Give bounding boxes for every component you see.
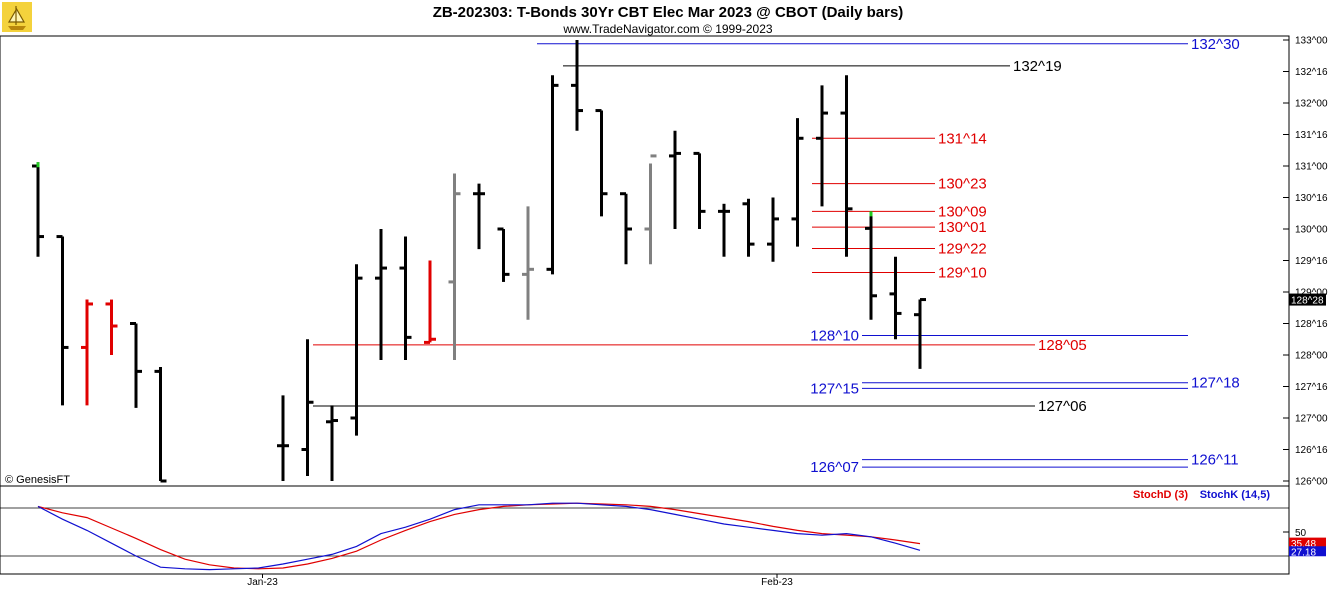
price-axis-label: 127^00: [1295, 414, 1328, 425]
ohlc-bar: [130, 322, 142, 408]
level-label: 128^05: [1038, 337, 1087, 354]
level-label: 129^10: [938, 264, 987, 281]
ohlc-bar: [154, 366, 167, 483]
ohlc-bar: [816, 85, 828, 207]
ohlc-bar: [448, 173, 461, 361]
ohlc-bar: [424, 260, 436, 344]
level-label: 130^23: [938, 176, 987, 193]
ohlc-bar: [791, 118, 804, 247]
last-price-text: 128^28: [1291, 296, 1324, 307]
level-label: 130^09: [938, 203, 987, 220]
price-axis-label: 132^16: [1295, 67, 1328, 78]
date-axis: Jan-23 Feb-23: [247, 574, 793, 588]
price-axis-label: 131^00: [1295, 162, 1328, 173]
ohlc-bar: [546, 75, 559, 275]
ohlc-bar: [81, 299, 93, 406]
stoch-d-value: 35.48: [1291, 539, 1316, 550]
level-label: 129^22: [938, 241, 987, 258]
logo-icon: [2, 2, 32, 32]
price-axis-label: 128^16: [1295, 319, 1328, 330]
stochastic-axis-panel: [1289, 486, 1336, 574]
price-axis-label: 127^16: [1295, 382, 1328, 393]
ohlc-bar: [865, 211, 877, 320]
level-label: 132^30: [1191, 36, 1240, 53]
ohlc-bar: [473, 183, 485, 250]
stoch-d-value-box: [1289, 537, 1326, 549]
ohlc-bar: [399, 236, 412, 361]
stoch-k-value: 27.18: [1291, 547, 1316, 558]
ohlc-bar: [522, 206, 534, 320]
chart-title: ZB-202303: T-Bonds 30Yr CBT Elec Mar 202…: [433, 4, 904, 21]
level-label: 131^14: [938, 130, 987, 147]
ohlc-bar: [375, 229, 387, 361]
date-axis-label: Feb-23: [761, 577, 793, 588]
level-label: 127^15: [810, 380, 859, 397]
ohlc-bar: [350, 264, 363, 436]
ohlc-bar: [889, 256, 902, 340]
stoch-k-value-box: [1289, 546, 1326, 557]
level-label: 132^19: [1013, 58, 1062, 75]
ohlc-bar: [620, 192, 632, 265]
price-axis-label: 128^00: [1295, 351, 1328, 362]
ohlc-bar: [301, 339, 314, 476]
ohlc-bar: [326, 405, 338, 481]
level-label: 127^18: [1191, 375, 1240, 392]
legend-stoch-k: StochK (14,5): [1200, 489, 1271, 501]
level-label: 126^11: [1191, 452, 1239, 469]
last-price-box: [1289, 293, 1326, 306]
ohlc-bar: [840, 75, 853, 257]
ohlc-bar: [914, 298, 926, 369]
ohlc-bar: [32, 162, 44, 257]
ohlc-bar: [718, 203, 730, 257]
price-axis: 133^00 132^16 132^00 131^16 131^00 130^16 130^…: [1283, 36, 1328, 488]
chart-subtitle: www.TradeNavigator.com © 1999-2023: [562, 22, 772, 36]
ohlc-bar: [595, 109, 608, 217]
bars-layer: [32, 40, 926, 483]
stochastic-plot-frame: [0, 485, 1290, 575]
level-label: 126^07: [810, 459, 859, 476]
date-axis-label: Jan-23: [247, 577, 278, 588]
ohlc-bar: [497, 227, 510, 282]
ohlc-bar: [669, 130, 681, 229]
price-axis-label: 130^16: [1295, 193, 1328, 204]
ohlc-bar: [742, 198, 755, 257]
ohlc-bar: [767, 197, 779, 262]
price-axis-label: 129^16: [1295, 256, 1328, 267]
level-label: 128^10: [810, 327, 859, 344]
ohlc-bar: [693, 151, 706, 229]
ohlc-bar: [56, 235, 69, 406]
ohlc-bar: [277, 395, 289, 481]
price-axis-label: 126^00: [1295, 477, 1328, 488]
price-axis-label: 133^00: [1295, 36, 1328, 47]
level-label: 130^01: [938, 219, 987, 236]
price-plot-frame: [0, 35, 1290, 487]
price-axis-label: 132^00: [1295, 99, 1328, 110]
last-price-tag: 128^28: [1289, 293, 1326, 307]
price-axis-label: 126^16: [1295, 445, 1328, 456]
price-axis-label: 129^00: [1295, 288, 1328, 299]
copyright-label: © GenesisFT: [5, 474, 70, 486]
stoch-d-line: [37, 502, 921, 570]
level-label: 127^06: [1038, 398, 1087, 415]
price-axis-label: 131^16: [1295, 130, 1328, 141]
price-axis-label: 130^00: [1295, 225, 1328, 236]
legend-stoch-d: StochD (3): [1133, 489, 1188, 501]
ohlc-bar: [105, 299, 118, 355]
ohlc-bar: [644, 154, 657, 265]
price-axis-panel: [1289, 36, 1336, 486]
ohlc-bar: [571, 40, 583, 131]
stoch-k-line: [37, 502, 921, 571]
stoch-axis-label: 50: [1295, 528, 1307, 539]
